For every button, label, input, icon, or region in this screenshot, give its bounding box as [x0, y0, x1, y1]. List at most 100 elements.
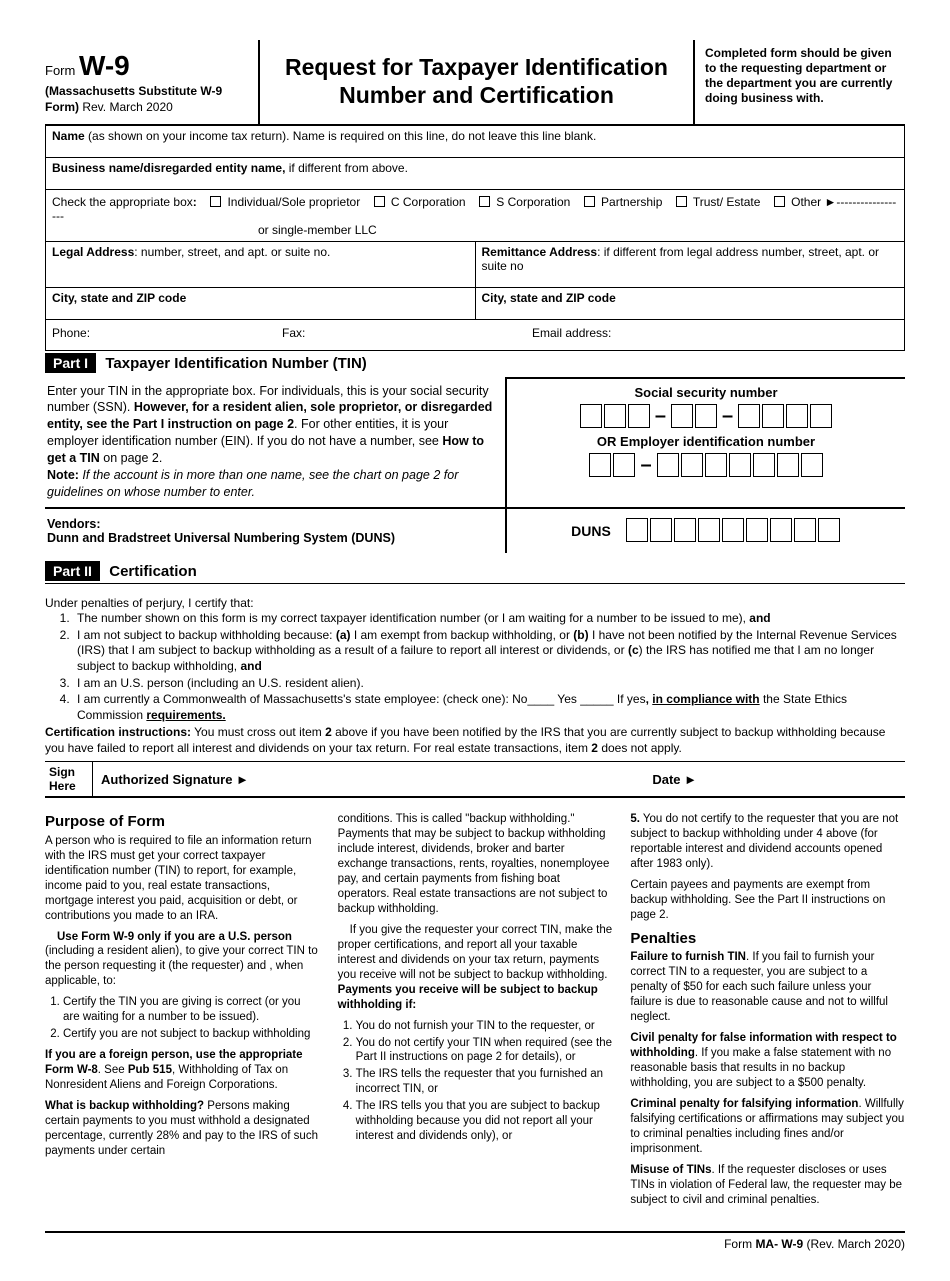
form-prefix: Form	[45, 63, 75, 78]
checkbox-partnership[interactable]	[584, 196, 595, 207]
duns-left: Vendors: Dunn and Bradstreet Universal N…	[45, 509, 505, 553]
city-field-2[interactable]: City, state and ZIP code	[476, 288, 905, 319]
cert-instructions: Certification instructions: You must cro…	[45, 725, 905, 756]
legal-address-field[interactable]: Legal Address: number, street, and apt. …	[46, 242, 476, 287]
c3-p2: Certain payees and payments are exempt f…	[630, 878, 905, 923]
tin-number-boxes: Social security number – – OR Employer i…	[505, 377, 905, 507]
c2-li1: You do not furnish your TIN to the reque…	[356, 1019, 613, 1034]
part2-title: Certification	[103, 563, 197, 580]
business-name-field[interactable]: Business name/disregarded entity name, i…	[46, 158, 904, 190]
cert-item-2: I am not subject to backup withholding b…	[73, 628, 905, 675]
c3-p6: Misuse of TINs. If the requester disclos…	[630, 1163, 905, 1208]
opt-ccorp: C Corporation	[391, 195, 466, 209]
duns-boxes[interactable]	[625, 518, 841, 542]
city-field-1[interactable]: City, state and ZIP code	[46, 288, 476, 319]
c3-p1: 5. You do not certify to the requester t…	[630, 812, 905, 872]
checkbox-trust[interactable]	[676, 196, 687, 207]
cert-item-1: The number shown on this form is my corr…	[73, 611, 905, 627]
opt-scorp: S Corporation	[496, 195, 570, 209]
name-field[interactable]: Name (as shown on your income tax return…	[46, 126, 904, 158]
checkbox-ccorp[interactable]	[374, 196, 385, 207]
dash-icon: –	[651, 404, 670, 428]
checkbox-scorp[interactable]	[479, 196, 490, 207]
cert-list: The number shown on this form is my corr…	[73, 611, 905, 723]
header-left: Form W-9 (Massachusetts Substitute W-9 F…	[45, 40, 260, 124]
signature-line[interactable]: Authorized Signature ► Date ►	[93, 762, 905, 797]
dash-icon: –	[636, 453, 655, 477]
checkbox-other[interactable]	[774, 196, 785, 207]
tin-instructions: Enter your TIN in the appropriate box. F…	[45, 377, 505, 507]
form-code: W-9	[79, 50, 130, 81]
checkbox-individual[interactable]	[210, 196, 221, 207]
duns-label: DUNS	[571, 523, 611, 539]
c2-list: You do not furnish your TIN to the reque…	[356, 1019, 613, 1145]
instructions-columns: Purpose of Form A person who is required…	[45, 812, 905, 1213]
tin-section: Enter your TIN in the appropriate box. F…	[45, 377, 905, 507]
c2-li4: The IRS tells you that you are subject t…	[356, 1099, 613, 1144]
tin-note-i: If the account is in more than one name,…	[47, 468, 458, 499]
opt-partnership: Partnership	[601, 195, 662, 209]
c1-list: Certify the TIN you are giving is correc…	[63, 995, 320, 1042]
part1-title: Taxpayer Identification Number (TIN)	[99, 355, 366, 372]
c2-p1: conditions. This is called "backup withh…	[338, 812, 613, 917]
certification-body: Under penalties of perjury, I certify th…	[45, 596, 905, 762]
ssn-boxes[interactable]: – –	[507, 404, 905, 428]
sign-here-label: SignHere	[45, 762, 93, 797]
opt-individual: Individual/Sole proprietor	[227, 195, 360, 209]
check-prefix: Check the appropriate box	[52, 195, 193, 209]
tin-p1e: on page 2.	[100, 451, 163, 465]
fax-field[interactable]: Fax:	[282, 326, 532, 340]
c3-p3: Failure to furnish TIN. If you fail to f…	[630, 950, 905, 1025]
c1-p2: Use Form W-9 only if you are a U.S. pers…	[45, 930, 320, 990]
header-note: Completed form should be given to the re…	[695, 40, 905, 124]
ssn-header: Social security number	[507, 379, 905, 404]
city-label-2: City, state and ZIP code	[482, 291, 616, 305]
col-3: 5. You do not certify to the requester t…	[630, 812, 905, 1213]
legal-label: : number, street, and apt. or suite no.	[134, 245, 330, 259]
or-ein-label: OR Employer identification number	[507, 430, 905, 453]
tin-note-b: Note:	[47, 468, 79, 482]
c2-p2: If you give the requester your correct T…	[338, 923, 613, 1013]
vendors-label: Dunn and Bradstreet Universal Numbering …	[47, 531, 395, 545]
biz-label: if different from above.	[285, 161, 408, 175]
c2-li3: The IRS tells the requester that you fur…	[356, 1067, 613, 1097]
address-row: Legal Address: number, street, and apt. …	[46, 242, 904, 288]
duns-right: DUNS	[505, 509, 905, 553]
ein-boxes[interactable]: –	[507, 453, 905, 477]
legal-label-b: Legal Address	[52, 245, 134, 259]
entity-type-row: Check the appropriate box: Individual/So…	[46, 190, 904, 242]
c3-p5: Criminal penalty for falsifying informat…	[630, 1097, 905, 1157]
cert-intro: Under penalties of perjury, I certify th…	[45, 596, 905, 612]
contact-row: Phone: Fax: Email address:	[46, 320, 904, 350]
form-title: Request for Taxpayer Identification Numb…	[260, 40, 695, 124]
name-label: (as shown on your income tax return). Na…	[85, 129, 597, 143]
vendors-label-b: Vendors:	[47, 517, 101, 531]
auth-sig-label: Authorized Signature ►	[101, 772, 249, 791]
opt-individual-sub: or single-member LLC	[258, 223, 898, 237]
c1-p1: A person who is required to file an info…	[45, 834, 320, 924]
col-2: conditions. This is called "backup withh…	[338, 812, 613, 1213]
dash-icon: –	[718, 404, 737, 428]
col-1: Purpose of Form A person who is required…	[45, 812, 320, 1213]
date-label: Date ►	[652, 772, 897, 791]
c2-li2: You do not certify your TIN when require…	[356, 1036, 613, 1066]
c1-p3: If you are a foreign person, use the app…	[45, 1048, 320, 1093]
part1-tag: Part I	[45, 353, 96, 373]
c1-p4: What is backup withholding? Persons maki…	[45, 1099, 320, 1159]
purpose-heading: Purpose of Form	[45, 812, 320, 832]
part2-header: Part II Certification	[45, 561, 905, 581]
penalties-heading: Penalties	[630, 929, 905, 949]
biz-label-bold: Business name/disregarded entity name,	[52, 161, 285, 175]
remittance-address-field[interactable]: Remittance Address: if different from le…	[476, 242, 905, 287]
c1-li2: Certify you are not subject to backup wi…	[63, 1027, 320, 1042]
c3-p4: Civil penalty for false information with…	[630, 1031, 905, 1091]
part1-header: Part I Taxpayer Identification Number (T…	[45, 353, 905, 373]
cert-item-4: I am currently a Commonwealth of Massach…	[73, 692, 905, 723]
opt-trust: Trust/ Estate	[693, 195, 761, 209]
email-field[interactable]: Email address:	[532, 326, 611, 340]
remit-label-b: Remittance Address	[482, 245, 598, 259]
part2-tag: Part II	[45, 561, 100, 581]
form-header: Form W-9 (Massachusetts Substitute W-9 F…	[45, 40, 905, 126]
phone-field[interactable]: Phone:	[52, 326, 282, 340]
signature-row: SignHere Authorized Signature ► Date ►	[45, 762, 905, 799]
